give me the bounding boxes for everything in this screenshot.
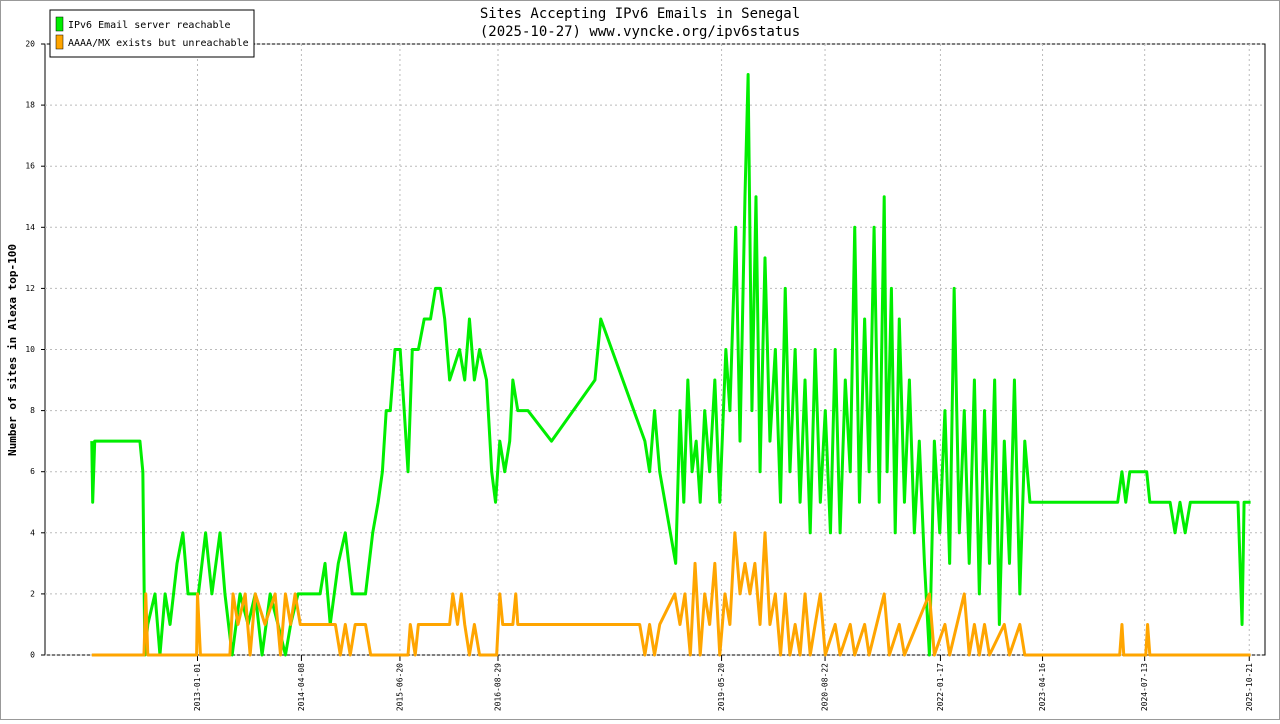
x-tick-label: 2014-04-08 <box>297 663 306 711</box>
x-tick-label: 2019-05-20 <box>717 663 726 711</box>
x-tick-label: 2025-10-21 <box>1245 663 1254 711</box>
legend-swatch <box>55 16 64 32</box>
y-tick-label: 4 <box>30 528 35 537</box>
legend-swatch <box>55 34 64 50</box>
x-tick-label: 2015-06-20 <box>395 663 404 711</box>
x-tick-label: 2023-04-16 <box>1038 663 1047 711</box>
y-tick-label: 6 <box>30 467 35 476</box>
series-line <box>91 531 1251 657</box>
grid: 0 2 4 6 8 10 12 14 16 18 20 2013-01-01 2014-04-08 201… <box>25 40 1265 711</box>
chart-title: Sites Accepting IPv6 Emails in Senegal <box>480 6 800 22</box>
y-tick-label: 18 <box>25 101 35 110</box>
legend-box <box>49 9 255 58</box>
y-tick-label: 8 <box>30 406 35 415</box>
chart-subtitle: (2025-10-27) www.vyncke.org/ipv6status <box>480 24 800 40</box>
y-tick-label: 0 <box>30 651 35 660</box>
x-tick-label: 2013-01-01 <box>193 663 202 711</box>
y-tick-label: 16 <box>25 162 35 171</box>
y-axis-label: Number of sites in Alexa top-100 <box>6 244 19 456</box>
x-tick-label: 2016-08-29 <box>494 663 503 711</box>
x-tick-label: 2024-07-13 <box>1140 663 1149 711</box>
y-tick-label: 10 <box>25 345 35 354</box>
x-tick-label: 2022-01-17 <box>936 663 945 711</box>
legend: IPv6 Email server reachable AAAA/MX exist… <box>49 9 255 58</box>
legend-label: AAAA/MX exists but unreachable <box>68 38 249 49</box>
y-tick-label: 20 <box>25 40 35 49</box>
y-tick-label: 2 <box>30 589 35 598</box>
y-tick-label: 14 <box>25 223 35 232</box>
y-tick-label: 12 <box>25 284 35 293</box>
legend-label: IPv6 Email server reachable <box>68 20 231 31</box>
x-tick-label: 2020-08-22 <box>821 663 830 711</box>
lines <box>90 73 1251 657</box>
